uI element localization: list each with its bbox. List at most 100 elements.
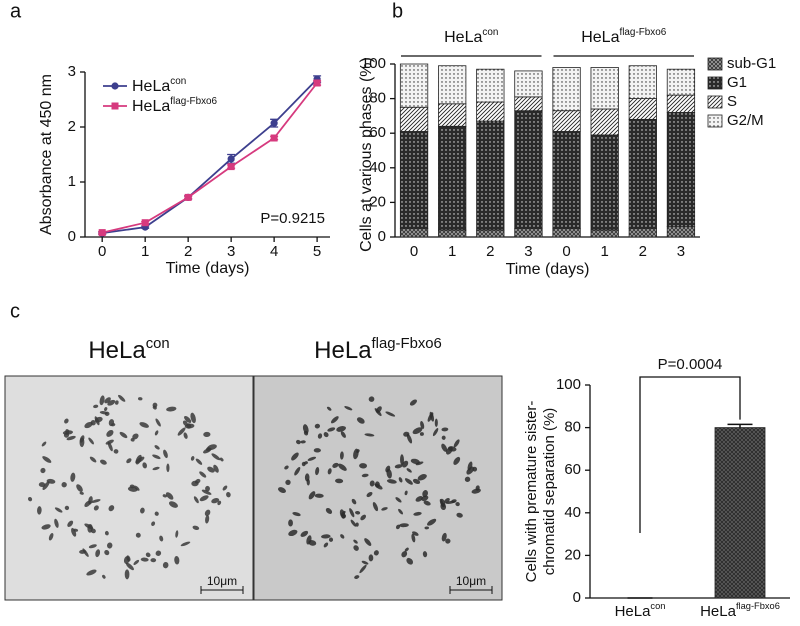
marker — [270, 134, 278, 142]
group-label-superscript: con — [482, 27, 498, 38]
y-axis-label: Cells at various phases (%) — [358, 57, 375, 252]
group-label-main: HeLa — [444, 29, 482, 46]
legend-label: sub-G1 — [727, 55, 776, 72]
micrograph-title-superscript: con — [146, 336, 170, 352]
scale-bar — [200, 586, 244, 594]
bar-segment — [666, 94, 696, 113]
legend-swatch — [707, 95, 723, 109]
y-tick-label: 40 — [564, 504, 581, 521]
legend-swatch — [707, 114, 723, 128]
x-tick-label: 3 — [524, 243, 532, 260]
legend-swatch — [707, 57, 723, 71]
bar-segment — [666, 226, 696, 238]
x-tick-label: 2 — [184, 243, 192, 260]
x-tick-label: 0 — [562, 243, 570, 260]
bar-segment — [552, 67, 581, 112]
y-tick-label: 2 — [68, 118, 76, 135]
x-axis-label: Time (days) — [506, 261, 590, 278]
bar-segment — [514, 110, 543, 229]
micrograph-title-main: HeLa — [88, 337, 146, 364]
y-tick-label: 20 — [564, 546, 581, 563]
bar-segment — [399, 106, 429, 132]
bar-segment — [552, 131, 581, 229]
bar-segment — [590, 67, 619, 110]
micrograph-title-main: HeLa — [314, 337, 372, 364]
legend-label: HeLaflag-Fbxo6 — [132, 96, 218, 115]
bar-segment — [666, 68, 696, 96]
bar-segment — [438, 103, 467, 127]
x-tick-label: 3 — [677, 243, 685, 260]
significance-bracket — [639, 376, 741, 533]
x-tick-label: 2 — [639, 243, 647, 260]
bar-segment — [476, 101, 505, 122]
legend-swatch — [707, 76, 723, 90]
marker — [227, 155, 235, 163]
legend-label-superscript: flag-Fbxo6 — [170, 96, 217, 107]
panel-label: b — [392, 0, 403, 22]
legend-label: G1 — [727, 74, 747, 91]
marker — [98, 229, 106, 237]
y-tick-label: 3 — [68, 63, 76, 80]
x-tick-label: 2 — [486, 243, 494, 260]
x-tick-label: 0 — [410, 243, 418, 260]
error-bar — [727, 423, 753, 428]
bar-segment — [476, 68, 505, 103]
legend-label-superscript: con — [170, 76, 186, 87]
legend-marker — [111, 102, 119, 110]
x-tick-label-superscript: flag-Fbxo6 — [736, 601, 780, 611]
bar-segment — [514, 70, 543, 98]
y-tick-label: 100 — [361, 55, 386, 72]
bar-segment — [438, 65, 467, 105]
chromosome-spread — [27, 394, 231, 580]
micrograph-title-superscript: flag-Fbxo6 — [372, 336, 442, 352]
legend-label-main: HeLa — [132, 98, 170, 115]
legend-label: G2/M — [727, 112, 764, 129]
x-tick-label: 4 — [270, 243, 278, 260]
bar-segment — [628, 118, 657, 229]
marker — [313, 79, 321, 87]
bar — [714, 427, 766, 599]
bar-segment — [552, 227, 581, 238]
bar-segment — [476, 229, 505, 238]
bar-segment — [399, 63, 429, 108]
y-tick-label: 20 — [369, 193, 386, 210]
legend-label: S — [727, 93, 737, 110]
x-tick-label: 3 — [227, 243, 235, 260]
y-tick-label: 80 — [369, 90, 386, 107]
legend-label-main: HeLa — [132, 78, 170, 95]
x-tick-label: 1 — [601, 243, 609, 260]
bar-segment — [399, 227, 429, 238]
micrograph-title: HeLacon — [88, 336, 169, 364]
x-tick-label-main: HeLa — [615, 603, 652, 620]
x-tick-label: HeLaflag-Fbxo6 — [700, 601, 780, 620]
micrograph-title: HeLaflag-Fbxo6 — [314, 336, 442, 364]
marker — [184, 193, 192, 201]
y-tick-label: 40 — [369, 159, 386, 176]
group-label-main: HeLa — [581, 29, 619, 46]
x-tick-label-superscript: con — [650, 601, 665, 611]
group-label: HeLacon — [444, 27, 498, 46]
bar-segment — [552, 110, 581, 132]
panel-label: c — [10, 300, 20, 322]
scale-bar-label: 10μm — [207, 574, 237, 588]
bar-segment — [438, 229, 467, 238]
bar-segment — [590, 229, 619, 238]
x-tick-label: HeLacon — [615, 601, 666, 620]
bar-segment — [628, 227, 657, 238]
x-tick-label-main: HeLa — [700, 603, 737, 620]
legend-label: HeLacon — [132, 76, 186, 95]
bar-segment — [666, 112, 696, 228]
marker — [270, 119, 278, 127]
x-tick-label: 0 — [98, 243, 106, 260]
y-tick-label: 0 — [378, 228, 386, 245]
y-tick-label: 60 — [564, 461, 581, 478]
annotation: P=0.9215 — [260, 210, 325, 227]
series-line — [102, 78, 318, 235]
bar-segment — [438, 125, 467, 231]
scale-bar — [449, 586, 493, 594]
marker — [141, 219, 149, 227]
bar-segment — [399, 131, 429, 229]
legend-marker — [111, 82, 119, 90]
x-axis-label: Time (days) — [166, 260, 250, 277]
marker — [227, 163, 235, 171]
